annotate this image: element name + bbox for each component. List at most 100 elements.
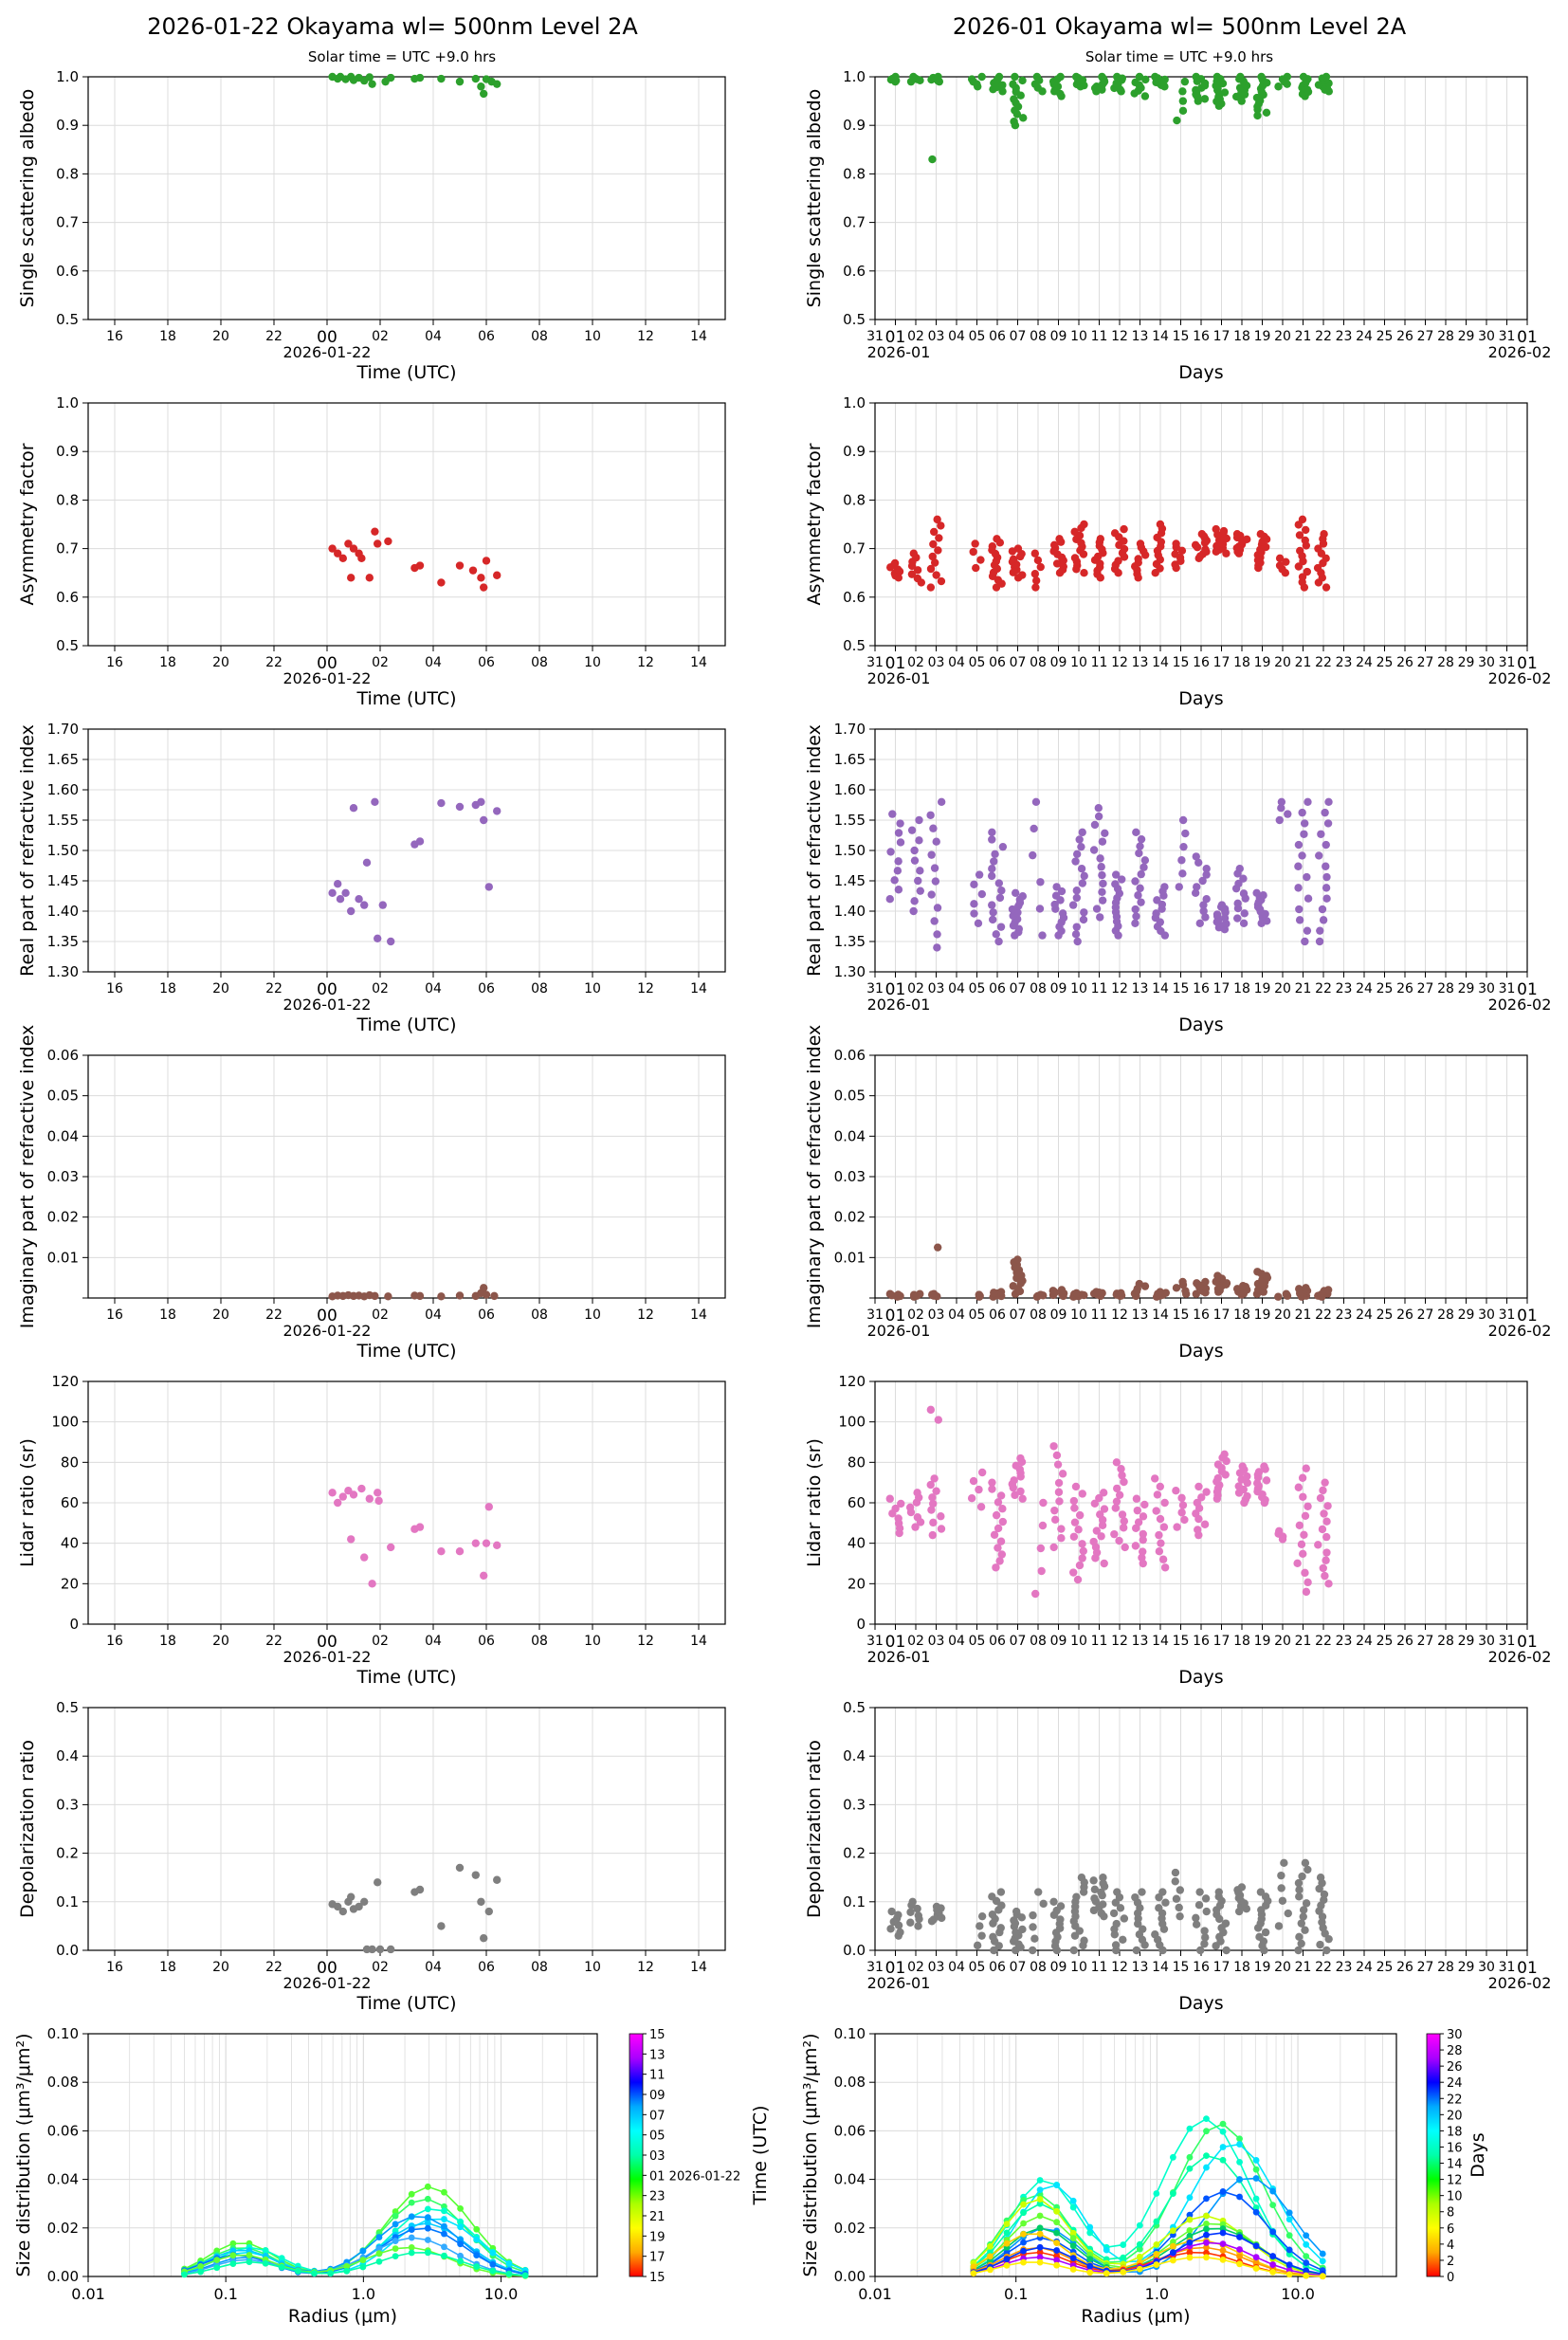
data-point [484, 1503, 493, 1511]
data-point [931, 877, 940, 886]
x-tick-label: 15 [1173, 329, 1190, 344]
x-tick-label: 26 [1396, 981, 1413, 996]
y-tick-label: 0.02 [834, 1209, 866, 1226]
size-series-point [1003, 2229, 1011, 2237]
y-tick-label: 1.30 [834, 963, 866, 980]
data-point [916, 867, 924, 875]
y-axis-label: Size distribution (μm³/μm²) [13, 2033, 34, 2276]
data-point [1299, 1912, 1307, 1921]
data-point [1117, 1465, 1125, 1473]
panel-left-3: 0.01 0.02 0.03 0.04 0.05 0.06 16 18 20 22 00 02 04 06… [17, 1025, 726, 1362]
data-point [1089, 1876, 1098, 1885]
x-tick-label: 11 [1091, 1634, 1108, 1649]
data-point [1212, 72, 1222, 82]
x-tick-label: 16 [1193, 981, 1210, 996]
data-point [437, 1922, 446, 1930]
data-point [1131, 78, 1140, 87]
data-point [1070, 1518, 1080, 1526]
size-series-point [278, 2263, 285, 2271]
size-series-point [457, 2218, 464, 2225]
size-series-point [1285, 2246, 1293, 2254]
size-series-point [1186, 2125, 1194, 2132]
data-point [1320, 1509, 1328, 1518]
data-point [1118, 875, 1126, 884]
size-series-point [1269, 2268, 1277, 2276]
data-point [1110, 1529, 1119, 1539]
data-point [1098, 837, 1107, 846]
size-series-point [1153, 2261, 1160, 2268]
data-point [1121, 1543, 1129, 1552]
data-point [1243, 535, 1251, 544]
size-series-point [1153, 2190, 1160, 2197]
x-tick-label: 08 [531, 329, 548, 344]
data-point [1193, 1279, 1201, 1288]
size-series-point [1186, 2227, 1194, 2234]
data-point [1117, 1289, 1125, 1298]
y-tick-label: 60 [848, 1494, 866, 1511]
data-point [368, 1945, 376, 1954]
data-point [1274, 1922, 1284, 1930]
x-tick-label: 08 [531, 1634, 548, 1649]
y-tick-label: 0.9 [56, 443, 79, 460]
data-point [1180, 77, 1190, 86]
y-tick-label: 0.4 [843, 1747, 866, 1764]
data-point [1156, 520, 1165, 529]
size-series-point [521, 2272, 529, 2279]
y-tick-label: 40 [848, 1535, 866, 1552]
data-point [1201, 1933, 1210, 1942]
data-point [1302, 1587, 1311, 1597]
size-series-point [229, 2260, 237, 2267]
data-point [1201, 545, 1210, 554]
x-tick-label: 12 [637, 1307, 654, 1323]
data-point [1324, 1580, 1333, 1588]
size-series-line [973, 2256, 1323, 2277]
data-point [1111, 1941, 1121, 1949]
data-point [1195, 919, 1204, 927]
y-tick-label: 1.35 [47, 933, 79, 950]
data-point [1323, 819, 1333, 828]
data-point [415, 837, 425, 846]
data-point [988, 1892, 996, 1901]
size-series-point [1170, 2242, 1176, 2250]
data-point [1151, 1930, 1159, 1939]
y-tick-label: 0.7 [56, 214, 79, 231]
data-point [341, 888, 350, 897]
size-series-point [1269, 2253, 1277, 2259]
size-series-line [973, 2177, 1323, 2274]
x-tick-label: 16 [106, 1634, 123, 1649]
x-tick-label: 22 [265, 1307, 283, 1323]
data-point [1322, 884, 1331, 892]
colorbar-tick-label: 20 [1447, 2109, 1463, 2123]
x-tick-label: 15 [1173, 655, 1190, 670]
data-point [1220, 1450, 1229, 1459]
x-tick-label: 24 [1356, 1634, 1373, 1649]
data-point [998, 81, 1007, 89]
data-point [994, 72, 1004, 82]
data-point [1098, 72, 1106, 82]
data-point [1071, 930, 1081, 939]
x-date-label-end: 2026-02 [1488, 1322, 1552, 1340]
data-point [1029, 850, 1037, 860]
x-tick-label: 20 [212, 1960, 229, 1975]
data-point [1274, 1292, 1283, 1301]
x-tick-label: 31 [1499, 1960, 1516, 1975]
data-point [1193, 883, 1201, 891]
data-point [1297, 1540, 1306, 1549]
x-tick-label: 19 [1254, 655, 1271, 670]
size-series-point [1003, 2221, 1011, 2227]
data-point [1036, 878, 1045, 887]
y-tick-label: 20 [848, 1575, 866, 1592]
size-series-point [1285, 2209, 1293, 2217]
data-point [933, 930, 941, 939]
size-series-point [1053, 2257, 1061, 2264]
y-tick-label: 0.00 [47, 2268, 79, 2285]
size-series-point [343, 2262, 351, 2270]
size-series-point [1269, 2228, 1277, 2236]
data-point [1072, 72, 1081, 82]
data-point [1069, 1946, 1078, 1955]
data-point [1068, 901, 1078, 909]
x-tick-label: 24 [1356, 329, 1373, 344]
data-point [1172, 1284, 1181, 1292]
x-tick-label: 31 [1499, 981, 1516, 996]
